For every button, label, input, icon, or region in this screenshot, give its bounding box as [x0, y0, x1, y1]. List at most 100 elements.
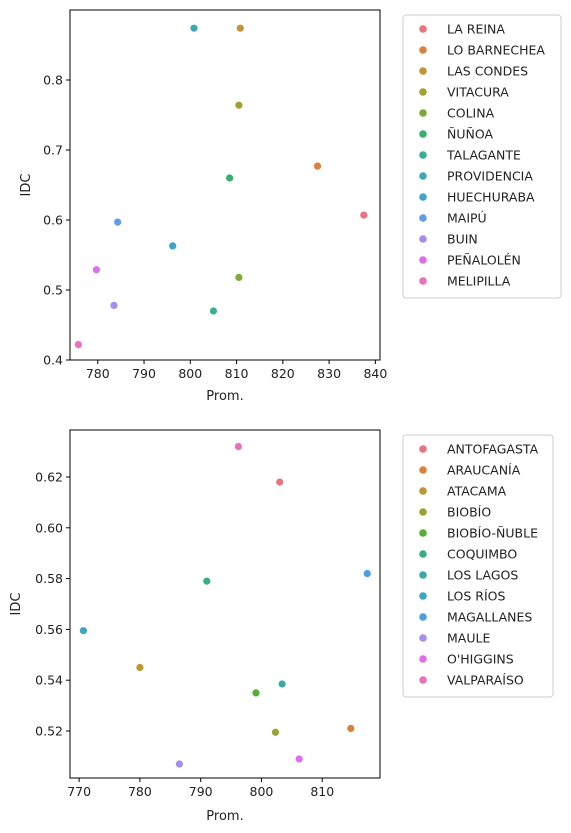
legend-marker [419, 466, 427, 474]
legend [402, 14, 562, 299]
plot-area [69, 429, 381, 779]
data-point [275, 477, 285, 487]
x-axis-label: Prom. [206, 389, 243, 404]
legend-label: BUIN [447, 232, 478, 247]
legend-label: MAIPÚ [447, 211, 487, 226]
y-tick-label: 0.8 [43, 73, 63, 88]
legend-marker [419, 655, 427, 663]
chart-panel-regions: 770 780 790 800 810 0.52 0.54 0.56 0.58 0.60 0.62 P… [9, 429, 554, 824]
data-point [346, 724, 356, 733]
y-axis-label: IDC [9, 593, 24, 616]
y-tick-label: 0.5 [43, 283, 63, 298]
legend-label: MELIPILLA [447, 274, 511, 289]
legend-marker [419, 571, 427, 579]
data-point [233, 442, 243, 451]
x-tick-label: 790 [132, 366, 156, 381]
data-point [235, 23, 245, 33]
legend-marker [419, 109, 427, 117]
legend-marker [419, 613, 427, 621]
data-point [91, 265, 101, 275]
legend-label: LAS CONDES [447, 64, 528, 79]
plot-area [69, 9, 381, 361]
legend-label: ARAUCANÍA [447, 463, 521, 478]
legend-label: HUECHURABA [447, 190, 535, 205]
legend-label: LO BARNECHEA [447, 43, 545, 58]
legend-marker [419, 256, 427, 264]
y-tick-label: 0.6 [43, 213, 63, 228]
legend-marker [419, 277, 427, 285]
legend-marker [419, 67, 427, 75]
data-point [135, 663, 145, 672]
legend-marker [419, 214, 427, 222]
x-tick-label: 790 [189, 784, 213, 799]
data-point [209, 306, 218, 316]
y-tick-label: 0.54 [35, 673, 63, 688]
x-tick-label: 800 [250, 784, 274, 799]
legend-label: PEÑALOLÉN [447, 253, 521, 268]
y-tick-label: 0.58 [35, 571, 63, 586]
data-point [313, 161, 322, 171]
legend-label: BIOBÍO [447, 505, 491, 520]
data-point [175, 759, 184, 769]
data-point [234, 272, 244, 282]
data-point [271, 727, 280, 737]
legend-marker [419, 487, 427, 495]
chart-panel-communes: 780 790 800 810 820 830 840 0.4 0.5 0.6 0.7 0.8 Prom… [19, 9, 562, 404]
legend-marker [419, 193, 427, 201]
legend-marker [419, 508, 427, 516]
legend-marker [419, 634, 427, 642]
data-point [78, 626, 88, 636]
x-tick-label: 810 [310, 784, 334, 799]
data-point [277, 679, 287, 689]
legend-label: MAULE [447, 631, 490, 646]
legend-label: LA REINA [447, 22, 505, 37]
legend-marker [419, 25, 427, 33]
x-tick-label: 780 [128, 784, 152, 799]
data-point [189, 23, 199, 33]
legend [402, 434, 554, 698]
x-tick-label: 800 [178, 366, 202, 381]
data-point [73, 340, 83, 350]
x-tick-label: 810 [225, 366, 249, 381]
legend-label: VITACURA [447, 85, 509, 100]
legend-label: ÑUÑOA [447, 127, 493, 142]
data-point [294, 754, 304, 764]
legend-label: ATACAMA [447, 484, 507, 499]
legend-label: COQUIMBO [447, 547, 517, 562]
legend-marker [419, 550, 427, 558]
legend-marker [419, 676, 427, 684]
data-point [202, 576, 212, 586]
x-tick-label: 830 [317, 366, 341, 381]
data-point [359, 210, 369, 220]
data-point [362, 569, 372, 578]
data-point [234, 100, 244, 110]
legend-label: VALPARAÍSO [447, 673, 524, 688]
legend-marker [419, 172, 427, 180]
x-tick-label: 770 [67, 784, 91, 799]
legend-marker [419, 88, 427, 96]
data-point [109, 300, 119, 310]
data-point [251, 688, 261, 698]
x-axis-label: Prom. [206, 809, 243, 824]
legend-label: MAGALLANES [447, 610, 532, 625]
y-tick-label: 0.60 [35, 520, 63, 535]
x-tick-label: 780 [86, 366, 110, 381]
legend-label: ANTOFAGASTA [447, 442, 539, 457]
legend-marker [419, 235, 427, 243]
legend-marker [419, 130, 427, 138]
y-axis-label: IDC [19, 174, 34, 197]
legend-marker [419, 46, 427, 54]
legend-marker [419, 592, 427, 600]
legend-label: PROVIDENCIA [447, 169, 533, 184]
y-tick-label: 0.62 [35, 469, 63, 484]
data-point [225, 173, 235, 183]
x-tick-label: 820 [271, 366, 295, 381]
y-tick-label: 0.4 [43, 353, 63, 368]
legend-marker [419, 151, 427, 159]
legend-label: O'HIGGINS [447, 652, 514, 667]
y-tick-label: 0.56 [35, 622, 63, 637]
data-point [168, 241, 178, 251]
legend-label: TALAGANTE [446, 148, 521, 163]
legend-marker [419, 445, 427, 453]
